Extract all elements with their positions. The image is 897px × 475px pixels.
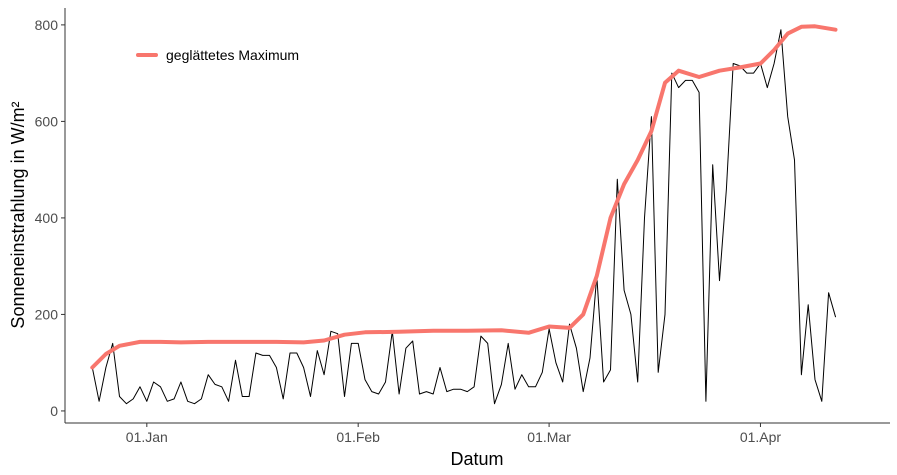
y-tick-label: 800 — [35, 17, 59, 33]
smoothed-maximum-line — [90, 24, 838, 370]
y-tick-label: 200 — [35, 306, 59, 322]
y-ticks: 0 200 400 600 800 — [35, 17, 65, 419]
legend-label: geglättetes Maximum — [166, 47, 299, 63]
x-tick-label: 01.Feb — [336, 429, 380, 445]
x-tick-label: 01.Apr — [740, 429, 782, 445]
x-tick-label: 01.Jan — [126, 429, 168, 445]
axes — [64, 8, 890, 424]
plot-lines — [90, 24, 838, 405]
y-tick-label: 400 — [35, 210, 59, 226]
x-tick-label: 01.Mar — [527, 429, 571, 445]
radiation-series-line — [91, 29, 836, 405]
legend: geglättetes Maximum — [136, 47, 299, 63]
x-axis-title: Datum — [450, 449, 503, 469]
y-tick-label: 600 — [35, 113, 59, 129]
y-tick-label: 0 — [50, 403, 58, 419]
y-axis-title: Sonneneinstrahlung in W/m² — [8, 101, 28, 328]
x-ticks: 01.Jan 01.Feb 01.Mar 01.Apr — [126, 423, 782, 445]
